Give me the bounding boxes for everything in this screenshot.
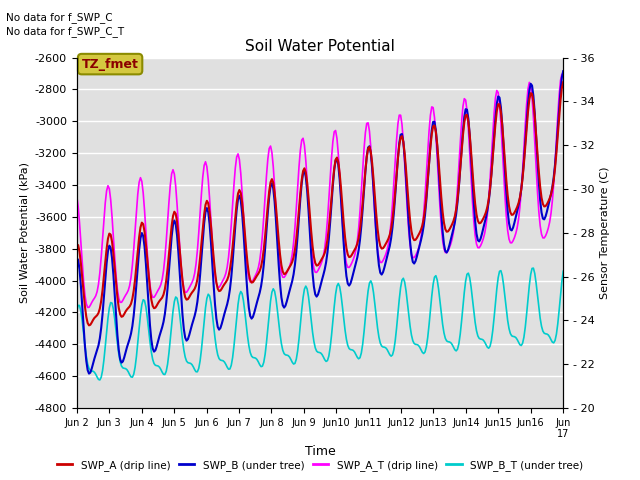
Title: Soil Water Potential: Soil Water Potential (245, 39, 395, 54)
X-axis label: Time: Time (305, 445, 335, 458)
Text: No data for f_SWP_C: No data for f_SWP_C (6, 12, 113, 23)
Text: No data for f_SWP_C_T: No data for f_SWP_C_T (6, 26, 125, 37)
Legend: SWP_A (drip line), SWP_B (under tree), SWP_A_T (drip line), SWP_B_T (under tree): SWP_A (drip line), SWP_B (under tree), S… (52, 456, 588, 475)
Y-axis label: Soil Water Potential (kPa): Soil Water Potential (kPa) (19, 162, 29, 303)
Text: TZ_fmet: TZ_fmet (82, 58, 138, 71)
Y-axis label: Sensor Temperature (C): Sensor Temperature (C) (600, 167, 610, 299)
